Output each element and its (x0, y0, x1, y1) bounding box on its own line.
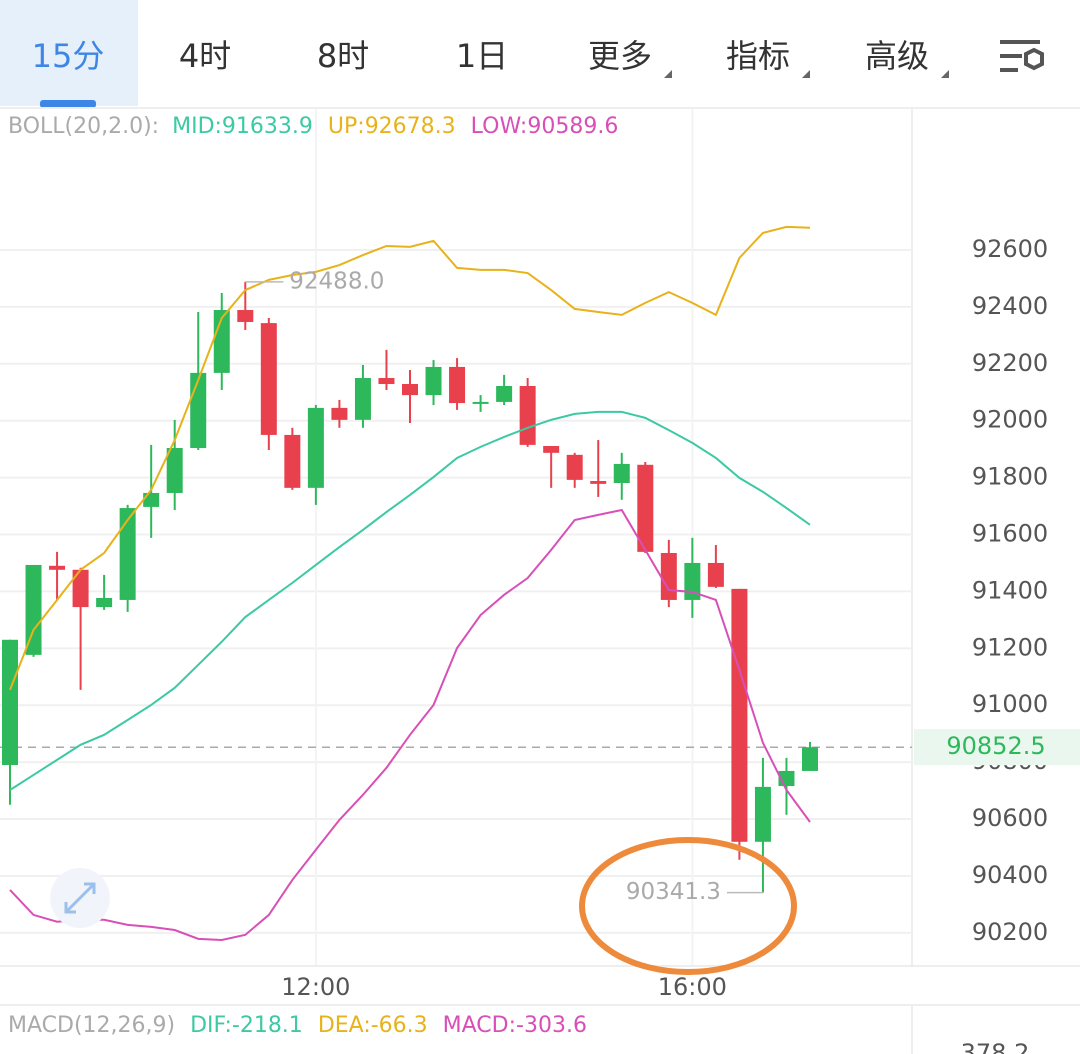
candle-body (754, 786, 771, 842)
tab[interactable]: 1日 (456, 37, 508, 75)
macd-tick: 378.2 (961, 1039, 1030, 1054)
y-tick-label: 90400 (972, 861, 1048, 889)
y-tick-label: 92400 (972, 292, 1048, 320)
y-tick-label: 91400 (972, 576, 1048, 604)
macd-legend: MACD(12,26,9) DIF:-218.1 DEA:-66.3 MACD:… (8, 1013, 587, 1038)
candle-body (496, 385, 513, 402)
legend-entry: MID:91633.9 (172, 114, 313, 139)
band-line (9, 410, 811, 791)
last-price-label: 90852.5 (946, 732, 1045, 760)
candle-body (119, 508, 136, 600)
candle-body (590, 481, 607, 484)
band-line (9, 508, 811, 941)
candle-body (566, 454, 583, 480)
candle-body (307, 407, 324, 488)
y-tick-label: 92000 (972, 406, 1048, 434)
candle-body (637, 464, 654, 552)
candle-body (519, 385, 536, 445)
candle-body (425, 366, 442, 396)
candle-body (96, 597, 113, 608)
tab[interactable]: 4时 (179, 37, 231, 75)
y-tick-label: 91000 (972, 690, 1048, 718)
candle-body (707, 562, 724, 587)
y-tick-label: 91600 (972, 520, 1048, 548)
dropdown-caret (941, 70, 949, 78)
tab[interactable]: 15分 (32, 37, 105, 75)
candle-body (190, 372, 207, 449)
macd-entry: MACD:-303.6 (443, 1013, 587, 1038)
candle-body (2, 639, 18, 765)
last-price-tag (914, 729, 1080, 766)
selected-tab-bg (0, 0, 138, 106)
macd-entry: DIF:-218.1 (190, 1013, 303, 1038)
legend-entry: UP:92678.3 (328, 114, 456, 139)
candle-body (166, 448, 183, 493)
candle-body (402, 383, 418, 396)
tab[interactable]: 8时 (317, 37, 369, 75)
dropdown-caret (664, 70, 672, 78)
candle-body (49, 565, 66, 570)
high-label: 92488.0 (289, 268, 384, 294)
overlay-legend: BOLL(20,2.0): MID:91633.9 UP:92678.3 LOW… (8, 114, 618, 139)
tab-bar: 15分 4时 8时 1日 更多 指标 高级 (32, 37, 949, 78)
expand-button[interactable] (50, 868, 110, 928)
candle-body (613, 463, 630, 484)
macd-label: MACD(12,26,9) (8, 1013, 175, 1038)
tab[interactable]: 指标 (726, 37, 790, 75)
candle-body (660, 553, 677, 600)
candle-body (237, 310, 254, 322)
x-tick-label: 12:00 (281, 973, 350, 1001)
candle-body (260, 323, 277, 435)
candle-body (143, 492, 160, 507)
y-tick-label: 91800 (972, 463, 1048, 491)
highlight-circle (579, 837, 797, 975)
tab[interactable]: 高级 (865, 37, 929, 75)
band-line (9, 225, 811, 691)
dropdown-caret (802, 70, 810, 78)
candle-body (802, 747, 818, 771)
overlay-label: BOLL(20,2.0): (8, 114, 159, 139)
y-tick-label: 91200 (972, 633, 1048, 661)
candle-body (25, 564, 42, 655)
x-tick-label: 16:00 (658, 973, 727, 1001)
tab-indicator (40, 100, 96, 108)
plot: 9020090400906009080091000912009140091600… (0, 108, 1080, 1001)
legend-entry: LOW:90589.6 (471, 114, 619, 139)
y-tick-label: 90600 (972, 804, 1048, 832)
macd-entry: DEA:-66.3 (318, 1013, 428, 1038)
candle-body (472, 401, 489, 404)
y-tick-label: 92200 (972, 349, 1048, 377)
candle-body (543, 446, 560, 453)
candle-body (331, 407, 348, 420)
candle-body (72, 569, 89, 608)
candle-body (731, 588, 748, 842)
tab[interactable]: 更多 (588, 37, 652, 75)
candle-body (354, 378, 371, 420)
settings-icon[interactable] (1000, 40, 1044, 72)
candle-body (378, 378, 395, 384)
candle-body (449, 366, 466, 404)
y-tick-label: 90200 (972, 918, 1048, 946)
candle-body (284, 434, 301, 488)
y-tick-label: 92600 (972, 235, 1048, 263)
low-label: 90341.3 (626, 879, 721, 905)
